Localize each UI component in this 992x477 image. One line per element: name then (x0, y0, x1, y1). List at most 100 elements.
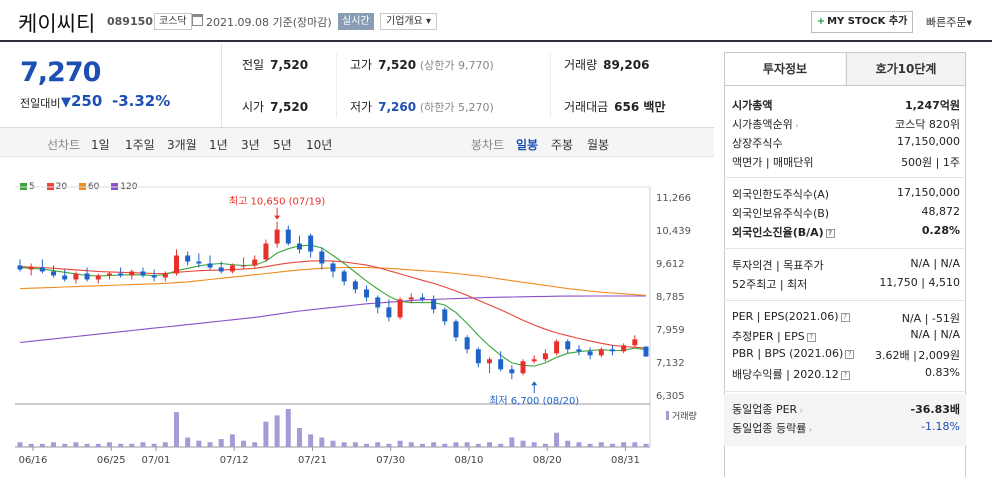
volume-bar (643, 443, 649, 447)
info-row: 추정PER | EPS? N/A | N/A (732, 328, 960, 344)
amount-cell: 거래대금 656 백만 (564, 98, 665, 115)
high-annotation: 최고 10,650 (07/19) (229, 196, 325, 208)
current-price: 7,270 (20, 57, 101, 88)
prev-close-cell: 전일 7,520 (242, 56, 308, 73)
change-label: 전일대비 (20, 97, 61, 110)
realtime-button[interactable]: 실시간 (338, 13, 374, 30)
period-3m[interactable]: 3개월 (167, 138, 197, 152)
info-row-value: 2,009원 (918, 349, 960, 362)
company-info-button[interactable]: 기업개요 ▾ (380, 13, 438, 30)
volume-bar (419, 443, 425, 447)
period-1w[interactable]: 1주일 (125, 138, 155, 152)
info-row-label[interactable]: 동일업종 PER › (732, 403, 803, 416)
candle-body (84, 273, 90, 280)
period-10y[interactable]: 10년 (306, 138, 333, 152)
candle-chart-svg: 11,266 10,439 9,612 8,785 7,959 7,132 6,305 06/… (15, 186, 697, 466)
price-summary: 7,270 전일대비 ▼250 -3.32% 전일 7,520 시가 7,520 고… (0, 44, 714, 128)
candle-body (352, 281, 358, 290)
period-5y[interactable]: 5년 (273, 138, 292, 152)
chevron-right-icon: › (806, 425, 813, 434)
quick-order-button[interactable]: 빠른주문▼ (926, 14, 972, 30)
stock-header: 케이씨티 089150 코스닥 2021.09.08 기준(장마감) 실시간 기… (0, 0, 992, 42)
candle-body (263, 243, 269, 260)
volume-bar (229, 434, 235, 447)
chevron-right-icon: › (792, 121, 799, 130)
candle-daily[interactable]: 일봉 (516, 138, 539, 152)
candle-body (576, 349, 582, 352)
add-mystock-button[interactable]: + MY STOCK 추가 (811, 11, 913, 33)
period-3y[interactable]: 3년 (241, 138, 260, 152)
info-row: 배당수익률 | 2020.12? 0.83% (732, 366, 960, 382)
volume-bar (587, 443, 593, 447)
candle-body (464, 337, 470, 350)
info-row-label[interactable]: 동일업종 등락률 › (732, 422, 813, 435)
volume-bar (84, 443, 90, 447)
quick-order-label: 빠른주문 (926, 16, 967, 29)
triangle-down-icon: ▼ (966, 19, 972, 27)
chevron-right-icon: › (797, 406, 803, 415)
info-row: PBR | BPS (2021.06)? 3.62배 | 2,009원 (732, 347, 960, 363)
volume-bar (498, 443, 504, 447)
volume-bar (598, 442, 604, 447)
stock-chart: 5 20 60 120 11,266 10,439 9,612 8,785 7,959 7… (0, 157, 714, 477)
volume-bar (319, 437, 325, 447)
panel-border (724, 86, 966, 477)
volume-bar (464, 442, 470, 447)
candle-body (296, 243, 302, 250)
candle-monthly[interactable]: 월봉 (587, 138, 610, 152)
x-tick-label: 08/31 (611, 455, 640, 466)
high-value: 7,520 (378, 58, 417, 72)
prev-close-label: 전일 (242, 58, 265, 72)
info-row: 동일업종 PER › -36.83배 (732, 401, 960, 417)
volume-bar (196, 440, 202, 447)
y-tick-label: 6,305 (656, 391, 685, 402)
candle-body (62, 275, 68, 280)
volume-bar (565, 440, 571, 447)
tab-orderbook-10[interactable]: 호가10단계 (846, 53, 965, 85)
x-tick-label: 07/01 (142, 455, 171, 466)
info-row-value: 17,150,000 (897, 186, 960, 199)
y-tick-label: 8,785 (656, 292, 685, 303)
period-1d[interactable]: 1일 (91, 138, 110, 152)
volume-bar (118, 443, 124, 447)
candle-body (419, 297, 425, 300)
high-cell: 고가 7,520 (상한가 9,770) (350, 56, 494, 73)
volume-bar (39, 443, 45, 447)
info-row-label[interactable]: 시가총액순위 › (732, 118, 799, 131)
info-row: 외국인보유주식수(B) 48,872 (732, 205, 960, 221)
volume-bar (576, 442, 582, 447)
volume-bar (73, 442, 79, 447)
divider (336, 54, 337, 118)
info-row-value: 17,150,000 (897, 135, 960, 148)
help-icon[interactable]: ? (845, 349, 855, 359)
info-row: 외국인한도주식수(A) 17,150,000 (732, 186, 960, 202)
x-tick-label: 08/20 (533, 455, 562, 466)
change-amount: ▼250 (61, 92, 102, 110)
help-icon[interactable]: ? (840, 370, 850, 380)
candle-body (330, 263, 336, 272)
calendar-icon (192, 14, 203, 26)
period-1y[interactable]: 1년 (209, 138, 228, 152)
prev-close-value: 7,520 (270, 58, 309, 72)
info-row: 52주최고 | 최저 11,750 | 4,510 (732, 276, 960, 292)
volume-bar (62, 443, 68, 447)
candle-body (431, 299, 437, 310)
volume-bar (28, 443, 34, 447)
help-icon[interactable]: ? (806, 332, 816, 342)
lower-limit: (하한가 5,270) (419, 101, 494, 114)
low-annotation: 최저 6,700 (08/20) (489, 395, 579, 407)
volume-bar (330, 440, 336, 447)
panel-divider (724, 391, 966, 392)
candle-weekly[interactable]: 주봉 (551, 138, 574, 152)
volume-bar (520, 440, 526, 447)
candle-body (442, 309, 448, 322)
tab-investment-info[interactable]: 투자정보 (725, 53, 845, 85)
candle-body (341, 271, 347, 282)
volume-bar (207, 442, 213, 447)
help-icon[interactable]: ? (825, 228, 835, 238)
info-row-label: 외국인소진율(B/A)? (732, 224, 835, 240)
high-marker-arrow (274, 215, 281, 220)
volume-bar (263, 421, 269, 447)
volume-bar (397, 440, 403, 447)
help-icon[interactable]: ? (840, 312, 850, 322)
